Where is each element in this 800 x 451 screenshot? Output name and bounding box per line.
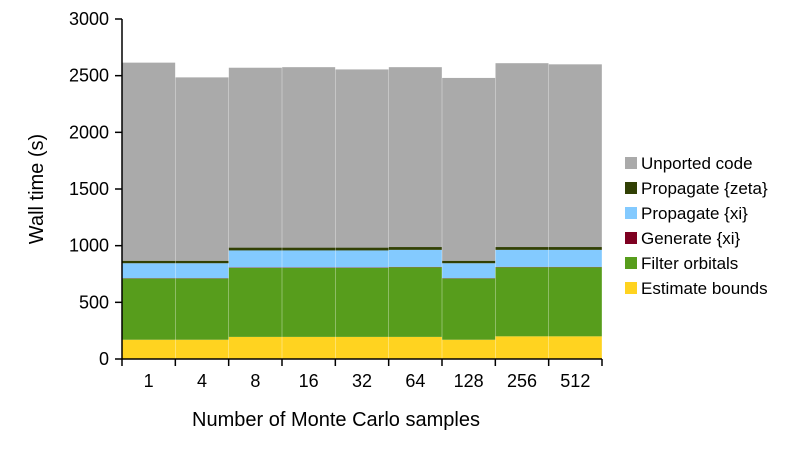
legend-label: Filter orbitals	[641, 254, 738, 273]
bar-segment-propagate-zeta-32	[335, 247, 389, 251]
y-axis-title: Wall time (s)	[26, 134, 48, 244]
bar-segment-propagate-zeta-4	[175, 260, 229, 264]
legend-swatch	[625, 282, 637, 294]
x-tick-label: 256	[507, 371, 537, 391]
bar-segment-estimate-bounds-128	[442, 339, 496, 359]
legend-swatch	[625, 157, 637, 169]
bar-segment-estimate-bounds-256	[495, 336, 549, 359]
bar-segment-propagate-xi-128	[442, 263, 496, 279]
y-tick-label: 0	[99, 349, 109, 369]
legend-label: Propagate {zeta}	[641, 179, 768, 198]
x-tick-label: 128	[454, 371, 484, 391]
bar-segment-propagate-xi-4	[175, 263, 229, 279]
bar-segment-propagate-xi-8	[228, 250, 282, 268]
y-tick-label: 2000	[69, 122, 109, 142]
y-tick-label: 1500	[69, 179, 109, 199]
bar-segment-propagate-xi-16	[282, 250, 336, 268]
legend-label: Generate {xi}	[641, 229, 741, 248]
bar-segment-unported-code-128	[442, 77, 496, 261]
bar-segment-unported-code-8	[228, 67, 282, 248]
bar-segment-unported-code-4	[175, 77, 229, 261]
bar-segment-unported-code-64	[388, 67, 442, 248]
y-tick-label: 3000	[69, 9, 109, 29]
y-tick-label: 1000	[69, 236, 109, 256]
bar-segment-estimate-bounds-16	[282, 336, 336, 359]
x-tick-label: 8	[250, 371, 260, 391]
legend-swatch	[625, 182, 637, 194]
legend-swatch	[625, 232, 637, 244]
bar-segment-unported-code-16	[282, 67, 336, 248]
bar-segment-filter-orbitals-128	[442, 278, 496, 340]
bar-segment-propagate-xi-1	[122, 263, 176, 279]
axes-group: 0 500 1000 1500 2000 2500 3000 1 4 8 16 32 64 128 256 5…	[69, 9, 603, 391]
bar-segment-filter-orbitals-4	[175, 278, 229, 340]
x-tick-label: 16	[299, 371, 319, 391]
x-tick-label: 1	[144, 371, 154, 391]
bars-group	[122, 62, 602, 359]
bar-segment-unported-code-32	[335, 69, 389, 248]
bar-segment-filter-orbitals-1	[122, 278, 176, 340]
legend-label: Propagate {xi}	[641, 204, 748, 223]
y-tick-label: 500	[79, 292, 109, 312]
bar-segment-propagate-zeta-16	[282, 247, 336, 251]
legend-label: Estimate bounds	[641, 279, 768, 298]
x-tick-label: 512	[560, 371, 590, 391]
x-tick-label: 4	[197, 371, 207, 391]
bar-segment-unported-code-1	[122, 62, 176, 261]
bar-segment-unported-code-256	[495, 63, 549, 248]
bar-segment-propagate-xi-512	[548, 249, 602, 267]
bar-segment-filter-orbitals-16	[282, 267, 336, 337]
bar-segment-estimate-bounds-512	[548, 336, 602, 359]
y-tick-label: 2500	[69, 66, 109, 86]
bar-segment-propagate-xi-256	[495, 249, 549, 267]
x-tick-label: 32	[352, 371, 372, 391]
bar-segment-estimate-bounds-64	[388, 336, 442, 359]
bar-segment-filter-orbitals-256	[495, 267, 549, 337]
bar-segment-estimate-bounds-8	[228, 336, 282, 359]
bar-segment-propagate-zeta-1	[122, 260, 176, 264]
bar-segment-estimate-bounds-1	[122, 339, 176, 359]
bar-segment-propagate-xi-32	[335, 250, 389, 268]
x-tick-label: 64	[405, 371, 425, 391]
bar-segment-propagate-xi-64	[388, 249, 442, 267]
bar-segment-propagate-zeta-512	[548, 247, 602, 250]
x-axis-title: Number of Monte Carlo samples	[192, 409, 480, 431]
bar-segment-estimate-bounds-4	[175, 339, 229, 359]
bar-segment-estimate-bounds-32	[335, 336, 389, 359]
bar-segment-filter-orbitals-32	[335, 267, 389, 337]
bar-segment-propagate-zeta-8	[228, 247, 282, 251]
legend: Unported code Propagate {zeta} Propagate {…	[625, 154, 768, 298]
legend-swatch	[625, 257, 637, 269]
bar-segment-propagate-zeta-256	[495, 247, 549, 250]
bar-segment-filter-orbitals-512	[548, 267, 602, 337]
bar-segment-filter-orbitals-8	[228, 267, 282, 337]
bar-segment-filter-orbitals-64	[388, 267, 442, 337]
legend-swatch	[625, 207, 637, 219]
bar-segment-propagate-zeta-64	[388, 247, 442, 250]
legend-label: Unported code	[641, 154, 753, 173]
bar-segment-propagate-zeta-128	[442, 260, 496, 264]
bar-segment-unported-code-512	[548, 64, 602, 248]
